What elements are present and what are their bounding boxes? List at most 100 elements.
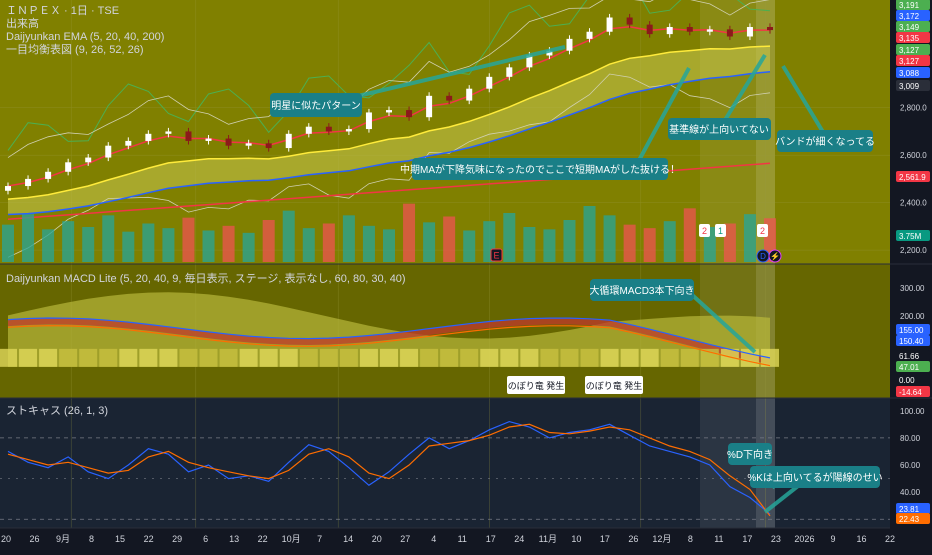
svg-text:61.66: 61.66 — [899, 352, 920, 361]
price-badge: 3,088 — [896, 67, 930, 78]
time-tick-label: 26 — [30, 534, 40, 544]
volume-bar — [723, 223, 736, 262]
price-tick-label: 2,200.0 — [900, 246, 927, 255]
macd-stage-bar — [119, 348, 138, 367]
price-axis-badges: 3,191 3,172 3,149 3,135 3,127 3,127 3,088 3,009… — [896, 0, 930, 241]
candle — [265, 139, 272, 152]
time-tick-label: 22 — [885, 534, 895, 544]
stoch-indicator-label[interactable]: ストキャス (26, 1, 3) — [6, 405, 109, 417]
annotation-label[interactable]: のぼり竜 発生 — [507, 376, 565, 394]
annotation-bubble[interactable]: バンドが細くなってる — [775, 130, 875, 152]
svg-text:23.81: 23.81 — [899, 505, 920, 514]
split-marker[interactable]: 1 — [715, 224, 726, 237]
svg-text:47.01: 47.01 — [899, 363, 920, 372]
time-axis-ticks: 20 26 9月 8 15 22 29 6 13 22 10月 7 14 20 27 4 11 17 24 11月 10… — [1, 534, 895, 544]
candle — [666, 23, 673, 38]
time-tick-label: 10 — [571, 534, 581, 544]
macd-indicator-label[interactable]: Daijyunkan MACD Lite (5, 20, 40, 9, 毎日表示… — [6, 273, 406, 285]
ema40-line — [7, 70, 771, 216]
macd-stage-bar — [39, 348, 58, 367]
macd-badge: -14.64 — [896, 386, 930, 397]
stoch-badge: 22.43 — [896, 513, 930, 524]
macd-stage-bar — [380, 348, 398, 367]
svg-text:150.40: 150.40 — [899, 337, 924, 346]
annotation-bubble[interactable]: %Kは上向いてるが陽線のせい — [747, 466, 883, 488]
split-marker[interactable]: 2 — [699, 224, 710, 237]
earnings-marker-label: E — [493, 251, 499, 261]
time-tick-label: 6 — [203, 534, 208, 544]
svg-text:3,149: 3,149 — [899, 23, 920, 32]
ichimoku-indicator-label[interactable]: 一目均衡表図 (9, 26, 52, 26) — [6, 44, 144, 56]
annotation-text: %D下向き — [727, 448, 773, 461]
candle — [726, 25, 733, 41]
macd-line-blue — [7, 317, 771, 359]
macd-stage-bar — [600, 348, 619, 367]
macd-stage-bar — [59, 348, 78, 367]
volume-bar — [202, 230, 215, 262]
time-tick-label: 20 — [1, 534, 11, 544]
time-tick-label: 13 — [229, 534, 239, 544]
symbol-title[interactable]: ＩＮＰＥＸ · 1日 · TSE — [6, 5, 120, 17]
macd-stage-bar — [480, 348, 499, 367]
earnings-marker[interactable]: E — [490, 248, 503, 262]
svg-text:0.00: 0.00 — [899, 376, 915, 385]
time-tick-label: 10月 — [282, 534, 301, 544]
price-badge: 3,127 — [896, 55, 930, 66]
macd-stage-bar — [680, 348, 699, 367]
time-tick-label: 2026 — [794, 534, 814, 544]
candle — [285, 130, 292, 152]
stoch-tick-label: 80.00 — [900, 434, 921, 443]
volume-bar — [342, 215, 355, 262]
time-tick-label: 4 — [431, 534, 436, 544]
macd-tick-label: 200.00 — [900, 312, 925, 321]
annotation-bubble[interactable]: 中期MAが下降気味になったのでここで短期MAがした抜ける！ — [400, 158, 680, 180]
annotation-bubble[interactable]: 大循環MACD3本下向き — [589, 279, 695, 301]
split-marker-label: 2 — [702, 226, 707, 236]
time-tick-label: 11 — [458, 534, 467, 544]
price-tick-label: 2,400.0 — [900, 199, 927, 208]
macd-stage-bar — [79, 348, 98, 367]
ema20-line — [7, 45, 771, 200]
dividend-marker[interactable]: D ⚡ — [756, 249, 782, 263]
annotation-text: 中期MAが下降気味になったのでここで短期MAがした抜ける！ — [400, 163, 680, 176]
time-axis-area[interactable] — [0, 528, 890, 550]
split-marker[interactable]: 2 — [757, 224, 768, 237]
volume-bar — [62, 221, 75, 262]
candle — [746, 23, 753, 41]
annotation-label[interactable]: のぼり竜 発生 — [585, 376, 643, 394]
volume-bar — [322, 223, 335, 262]
volume-bar — [162, 228, 175, 262]
macd-stage-bar — [99, 348, 118, 367]
price-badge: 3,172 — [896, 10, 930, 21]
macd-badge: 150.40 — [896, 335, 930, 346]
svg-text:155.00: 155.00 — [899, 326, 924, 335]
macd-stage-bar — [319, 348, 338, 367]
candle — [767, 23, 773, 34]
volume-bar — [743, 214, 756, 262]
macd-badge: 47.01 — [896, 361, 930, 372]
candle — [345, 125, 352, 135]
macd-tick-label: 300.00 — [900, 284, 925, 293]
candle — [686, 23, 693, 36]
annotation-text: 明星に似たパターン — [271, 100, 361, 112]
band-upper-line — [7, 0, 770, 158]
candle — [65, 158, 72, 176]
macd-stage-bar — [740, 348, 759, 367]
price-badge: 2,561.9 — [896, 171, 930, 182]
volume-bar — [523, 227, 536, 262]
price-axis-area[interactable] — [890, 0, 932, 550]
svg-text:-14.64: -14.64 — [899, 388, 922, 397]
annotation-bubble[interactable]: %D下向き — [727, 443, 773, 465]
volume-bar — [102, 215, 115, 262]
annotation-bubble[interactable]: 基準線が上向いてない — [668, 118, 771, 140]
svg-text:2,561.9: 2,561.9 — [899, 173, 926, 182]
ema-indicator-label[interactable]: Daijyunkan EMA (5, 20, 40, 200) — [6, 31, 165, 43]
volume-bar — [182, 217, 195, 262]
time-tick-label: 11月 — [539, 534, 557, 544]
volume-bar — [22, 214, 35, 262]
volume-indicator-label[interactable]: 出来高 — [6, 18, 39, 30]
annotation-bubble[interactable]: 明星に似たパターン — [270, 93, 362, 117]
volume-bar — [583, 206, 596, 262]
